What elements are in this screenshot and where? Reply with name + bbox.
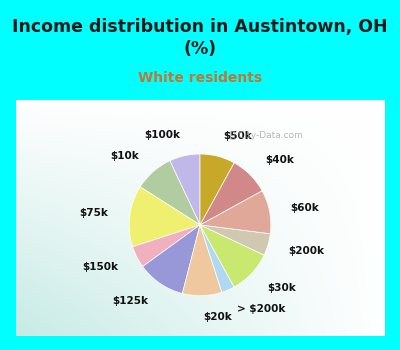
Text: $200k: $200k: [288, 246, 324, 256]
Wedge shape: [200, 225, 264, 287]
Text: $150k: $150k: [82, 262, 118, 272]
Text: > $200k: > $200k: [236, 304, 285, 314]
Text: $125k: $125k: [112, 296, 148, 306]
Text: $10k: $10k: [110, 151, 139, 161]
Wedge shape: [170, 154, 200, 225]
Text: $75k: $75k: [80, 208, 108, 218]
Wedge shape: [140, 161, 200, 225]
Text: $100k: $100k: [144, 130, 180, 140]
Text: $30k: $30k: [267, 283, 296, 293]
Wedge shape: [129, 187, 200, 247]
Text: $50k: $50k: [223, 131, 252, 141]
Text: Income distribution in Austintown, OH
(%): Income distribution in Austintown, OH (%…: [12, 18, 388, 58]
Text: $40k: $40k: [265, 155, 294, 165]
Wedge shape: [143, 225, 200, 294]
Text: $60k: $60k: [290, 203, 319, 212]
Wedge shape: [200, 154, 234, 225]
Text: ⓘ City-Data.com: ⓘ City-Data.com: [230, 131, 302, 140]
Text: White residents: White residents: [138, 71, 262, 85]
Wedge shape: [182, 225, 222, 296]
Wedge shape: [200, 225, 270, 255]
Wedge shape: [200, 163, 262, 225]
Wedge shape: [132, 225, 200, 267]
Wedge shape: [200, 191, 271, 234]
Text: $20k: $20k: [203, 312, 232, 322]
Wedge shape: [200, 225, 234, 292]
